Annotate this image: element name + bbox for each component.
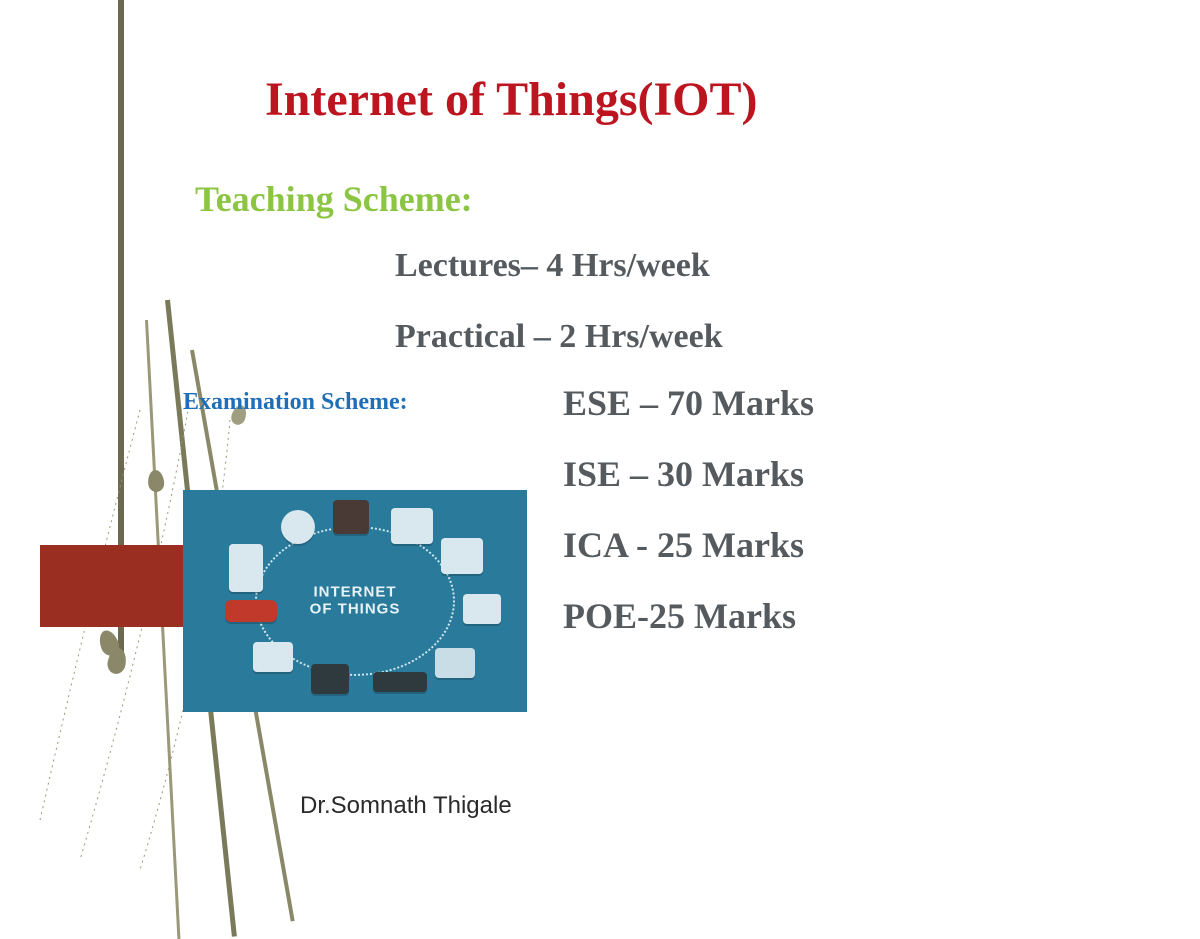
teaching-practical: Practical – 2 Hrs/week (395, 318, 723, 356)
exam-item-ica: ICA - 25 Marks (563, 524, 804, 566)
iot-device-icon (333, 500, 369, 534)
slide-title: Internet of Things(IOT) (265, 72, 758, 127)
iot-device-icon (435, 648, 475, 678)
iot-graphic: INTERNET OF THINGS (183, 490, 527, 712)
author-name: Dr.Somnath Thigale (300, 792, 512, 820)
teaching-lectures: Lectures– 4 Hrs/week (395, 247, 710, 285)
iot-device-icon (463, 594, 501, 624)
iot-device-icon (229, 544, 263, 592)
iot-device-icon (311, 664, 349, 694)
iot-device-icon (253, 642, 293, 672)
teaching-scheme-heading: Teaching Scheme: (195, 178, 473, 220)
iot-center-label: INTERNET OF THINGS (310, 585, 401, 618)
decor-stem (145, 320, 180, 939)
iot-device-icon (281, 510, 315, 544)
iot-center-line1: INTERNET (313, 584, 396, 601)
exam-item-poe: POE-25 Marks (563, 595, 796, 637)
iot-device-icon (225, 600, 277, 622)
iot-device-icon (391, 508, 433, 544)
iot-device-icon (441, 538, 483, 574)
exam-item-ise: ISE – 30 Marks (563, 453, 804, 495)
examination-scheme-heading: Examination Scheme: (183, 389, 408, 416)
decor-bud (147, 469, 165, 492)
iot-center-line2: OF THINGS (310, 600, 401, 617)
exam-item-ese: ESE – 70 Marks (563, 382, 814, 424)
iot-device-icon (373, 672, 427, 692)
